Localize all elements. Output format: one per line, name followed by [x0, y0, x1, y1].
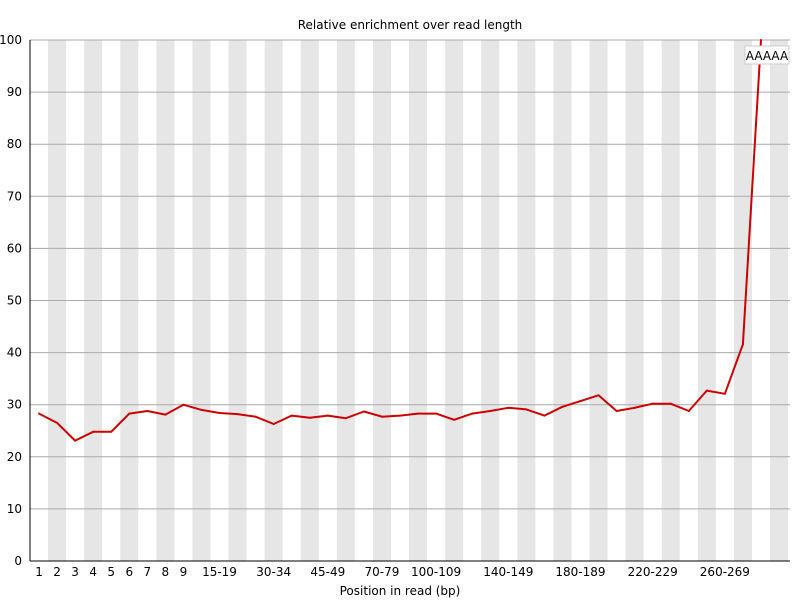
data-point [507, 406, 510, 409]
data-point [453, 418, 456, 421]
data-point [200, 408, 203, 411]
data-point [723, 392, 726, 395]
x-tick-label: 70-79 [365, 565, 400, 579]
y-tick-label: 50 [7, 294, 22, 308]
data-point [164, 413, 167, 416]
data-point [56, 421, 59, 424]
x-tick-label: 8 [162, 565, 170, 579]
data-point [705, 389, 708, 392]
data-point [290, 414, 293, 417]
x-tick-label: 220-229 [628, 565, 678, 579]
data-point [417, 412, 420, 415]
data-point [543, 414, 546, 417]
y-tick-labels: 0 10 20 30 40 50 60 70 80 90 100 [0, 33, 22, 568]
data-point [92, 430, 95, 433]
x-tick-label: 45-49 [310, 565, 345, 579]
chart-title: Relative enrichment over read length [298, 18, 523, 32]
x-tick-label: 2 [53, 565, 61, 579]
x-tick-label: 140-149 [483, 565, 533, 579]
y-tick-label: 80 [7, 137, 22, 151]
x-tick-label: 30-34 [256, 565, 291, 579]
x-tick-label: 260-269 [700, 565, 750, 579]
data-point [344, 417, 347, 420]
data-point [525, 408, 528, 411]
data-point [579, 400, 582, 403]
data-point [687, 409, 690, 412]
data-point [435, 412, 438, 415]
x-tick-label: 4 [89, 565, 97, 579]
legend-entry-aaaaa: AAAAA [746, 49, 789, 63]
data-point [471, 412, 474, 415]
y-tick-label: 0 [14, 554, 22, 568]
data-point [128, 412, 131, 415]
legend-box [744, 45, 790, 65]
data-point [74, 439, 77, 442]
x-tick-label: 5 [107, 565, 115, 579]
data-point [146, 409, 149, 412]
data-point [38, 412, 41, 415]
x-tick-label: 9 [180, 565, 188, 579]
data-point [272, 422, 275, 425]
y-tick-label: 20 [7, 450, 22, 464]
x-axis-label: Position in read (bp) [340, 584, 461, 598]
x-tick-label: 7 [143, 565, 151, 579]
x-tick-label: 15-19 [202, 565, 237, 579]
data-point [236, 413, 239, 416]
data-point [362, 410, 365, 413]
y-tick-label: 10 [7, 502, 22, 516]
x-tick-labels: 1 2 3 4 5 6 7 8 9 15-19 30-34 45-49 70-79 100-109 140-… [35, 565, 750, 579]
y-tick-label: 30 [7, 398, 22, 412]
legend: AAAAA [744, 45, 790, 65]
data-point [633, 406, 636, 409]
y-tick-label: 70 [7, 189, 22, 203]
x-tick-label: 100-109 [411, 565, 461, 579]
y-tick-label: 90 [7, 85, 22, 99]
x-tick-label: 180-189 [555, 565, 605, 579]
y-tick-label: 60 [7, 241, 22, 255]
data-point [110, 430, 113, 433]
data-point [308, 416, 311, 419]
data-point [597, 394, 600, 397]
data-point [561, 405, 564, 408]
y-tick-label: 40 [7, 346, 22, 360]
data-point [651, 402, 654, 405]
data-point [254, 415, 257, 418]
data-point [399, 414, 401, 417]
x-tick-label: 1 [35, 565, 43, 579]
series-layer [38, 39, 762, 442]
data-point [759, 39, 762, 41]
series-line [38, 39, 762, 442]
data-point [182, 403, 185, 406]
data-point [615, 409, 618, 412]
data-point [669, 402, 672, 405]
y-tick-label: 100 [0, 33, 22, 47]
data-point [489, 409, 492, 412]
data-point [380, 415, 383, 418]
x-tick-label: 6 [125, 565, 133, 579]
data-point [218, 412, 221, 415]
x-tick-label: 3 [71, 565, 79, 579]
data-point [326, 414, 329, 417]
data-point [741, 343, 744, 346]
